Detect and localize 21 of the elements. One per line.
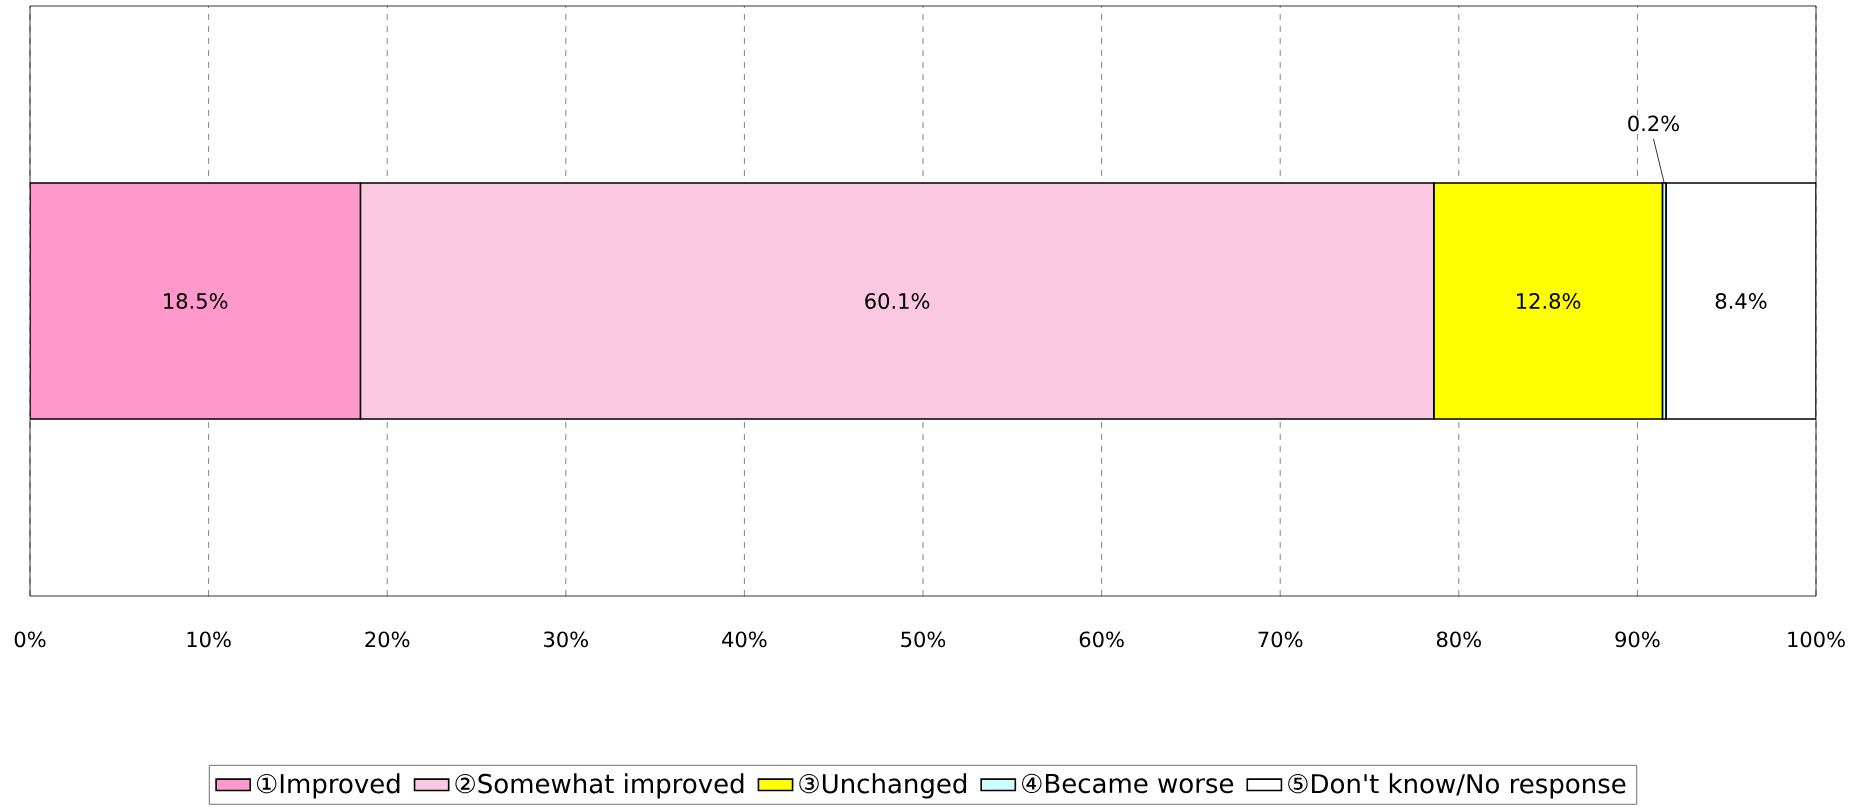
data-label: 0.2% xyxy=(1628,115,1679,132)
data-label: 18.5% xyxy=(164,293,228,309)
legend-label: ②Somewhat improved xyxy=(455,773,744,799)
x-tick-label: 20% xyxy=(365,631,410,648)
x-tick-label: 80% xyxy=(1436,631,1481,648)
legend-label: ①Improved xyxy=(256,773,400,799)
x-tick-label: 90% xyxy=(1615,631,1660,648)
legend-label: ⑤Don't know/No response xyxy=(1288,773,1626,799)
data-label: 60.1% xyxy=(865,293,930,309)
legend-label: ③Unchanged xyxy=(799,773,967,799)
x-tick-label: 10% xyxy=(187,631,231,648)
data-label: 12.8% xyxy=(1517,293,1581,309)
x-tick-label: 70% xyxy=(1258,631,1303,648)
x-tick-label: 50% xyxy=(901,631,946,648)
x-tick-label: 0% xyxy=(14,631,46,648)
x-tick-label: 30% xyxy=(544,631,588,648)
legend-label: ④Became worse xyxy=(1022,773,1234,794)
data-label: 8.4% xyxy=(1715,293,1767,309)
x-tick-label: 100% xyxy=(1788,631,1845,648)
x-tick-label: 60% xyxy=(1079,631,1124,648)
x-tick-label: 40% xyxy=(722,631,767,648)
